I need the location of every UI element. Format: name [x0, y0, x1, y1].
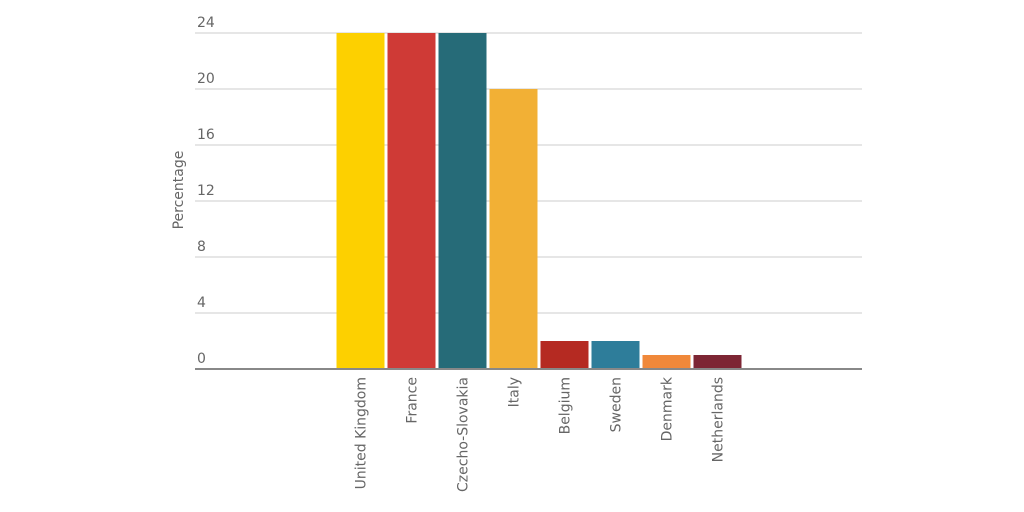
bar	[540, 341, 589, 369]
y-tick-label: 0	[197, 351, 206, 367]
y-axis-label: Percentage	[171, 151, 187, 230]
x-tick-label: France	[405, 377, 421, 424]
y-tick-label: 12	[197, 183, 215, 199]
x-tick-label: Belgium	[558, 377, 574, 434]
x-tick-label: Italy	[507, 377, 523, 407]
bar	[642, 355, 691, 369]
x-tick-label: Czecho-Slovakia	[456, 377, 472, 492]
y-tick-label: 20	[197, 71, 215, 87]
bar	[438, 33, 487, 369]
bar	[387, 33, 436, 369]
y-tick-label: 24	[197, 15, 215, 31]
bar	[591, 341, 640, 369]
y-tick-label: 8	[197, 239, 206, 255]
bar	[336, 33, 385, 369]
bar	[693, 355, 742, 369]
x-tick-label: Sweden	[609, 377, 625, 432]
x-tick-label: Netherlands	[711, 377, 727, 462]
bar	[489, 89, 538, 369]
x-tick-label: Denmark	[660, 376, 676, 441]
y-tick-label: 16	[197, 127, 215, 143]
y-tick-label: 4	[197, 295, 206, 311]
x-tick-label: United Kingdom	[354, 377, 370, 489]
